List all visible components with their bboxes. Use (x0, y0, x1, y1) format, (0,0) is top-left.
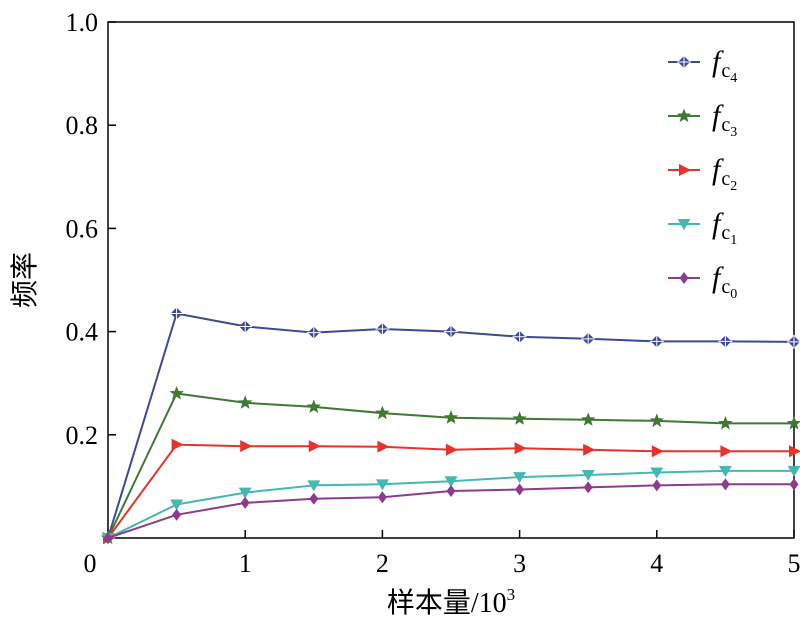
x-tick-label: 2 (376, 549, 389, 578)
data-point (170, 499, 184, 511)
x-axis-label: 样本量/103 (387, 585, 515, 619)
legend-label: fc2 (712, 153, 737, 194)
data-point (581, 331, 596, 346)
x-tick-label: 0 (84, 549, 97, 578)
y-tick-label: 0.4 (66, 318, 99, 347)
data-point (676, 108, 692, 123)
series-f-c3 (100, 386, 800, 545)
data-point (375, 479, 389, 491)
data-point (238, 487, 252, 499)
data-point (649, 334, 664, 349)
data-point (172, 508, 182, 521)
y-tick-label: 0.2 (66, 421, 99, 450)
legend-label: fc1 (712, 207, 737, 248)
data-point (512, 329, 527, 344)
x-tick-label: 4 (650, 549, 663, 578)
data-point (309, 492, 319, 505)
legend: fc4 fc3 fc2 fc1 fc0 (668, 45, 737, 302)
data-point (238, 319, 253, 334)
data-point (718, 334, 733, 349)
data-point (512, 411, 527, 425)
data-point (308, 440, 321, 453)
data-point (169, 386, 184, 400)
axis-ticks: 0 1 2 3 4 5 0.2 0.4 0.6 0.8 1.0 (66, 8, 800, 578)
data-point (581, 412, 596, 426)
x-tick-label: 3 (513, 549, 526, 578)
data-point (649, 413, 664, 427)
y-tick-label: 0.8 (66, 111, 99, 140)
data-point (651, 445, 664, 458)
series-f-c0 (103, 478, 799, 544)
legend-entry: fc2 (668, 153, 737, 194)
x-tick-label: 5 (788, 549, 800, 578)
y-axis-label: 频率 (9, 252, 41, 308)
data-point (720, 445, 733, 458)
y-tick-label: 0.6 (66, 214, 99, 243)
data-point (789, 478, 799, 491)
data-point (718, 415, 733, 430)
data-point (169, 306, 184, 321)
data-point (786, 415, 800, 430)
data-point (787, 465, 800, 477)
legend-label: fc0 (712, 261, 737, 302)
legend-entry: fc4 (668, 45, 737, 86)
legend-label: fc4 (712, 45, 737, 86)
data-point (306, 325, 321, 340)
data-point (650, 467, 664, 479)
data-point (789, 445, 800, 458)
data-point (679, 272, 689, 284)
plot-frame (107, 21, 795, 539)
series-line (107, 312, 795, 539)
data-point (238, 395, 253, 409)
data-point (652, 479, 662, 492)
data-point (718, 465, 732, 477)
data-point (513, 472, 527, 484)
data-point (377, 440, 390, 453)
legend-entry: fc3 (668, 99, 737, 140)
data-point (787, 334, 800, 349)
data-point (514, 442, 527, 455)
data-point (103, 532, 113, 544)
x-tick-label: 1 (239, 549, 252, 578)
data-point (375, 322, 390, 337)
data-point (307, 480, 321, 492)
series-layer (100, 306, 800, 545)
legend-entry: fc0 (668, 261, 737, 302)
data-point (583, 481, 593, 494)
data-point (306, 399, 321, 413)
data-point (171, 438, 184, 451)
data-point (515, 483, 525, 496)
legend-label: fc3 (712, 99, 737, 140)
x-axis-label-exponent: 3 (507, 585, 516, 604)
series-f-c2 (103, 438, 800, 544)
data-point (444, 324, 458, 339)
data-point (443, 410, 459, 424)
data-point (677, 219, 691, 230)
data-point (581, 470, 595, 482)
data-point (240, 440, 253, 453)
series-f-c1 (101, 465, 800, 544)
data-point (720, 478, 730, 491)
data-point (677, 55, 691, 69)
data-point (446, 443, 458, 456)
data-point (444, 476, 458, 488)
data-point (446, 485, 456, 498)
legend-entry: fc1 (668, 207, 737, 248)
data-point (679, 164, 691, 176)
data-point (583, 443, 596, 456)
data-point (377, 491, 387, 504)
y-tick-label: 1.0 (66, 8, 99, 37)
data-point (375, 405, 390, 420)
data-point (240, 496, 250, 509)
